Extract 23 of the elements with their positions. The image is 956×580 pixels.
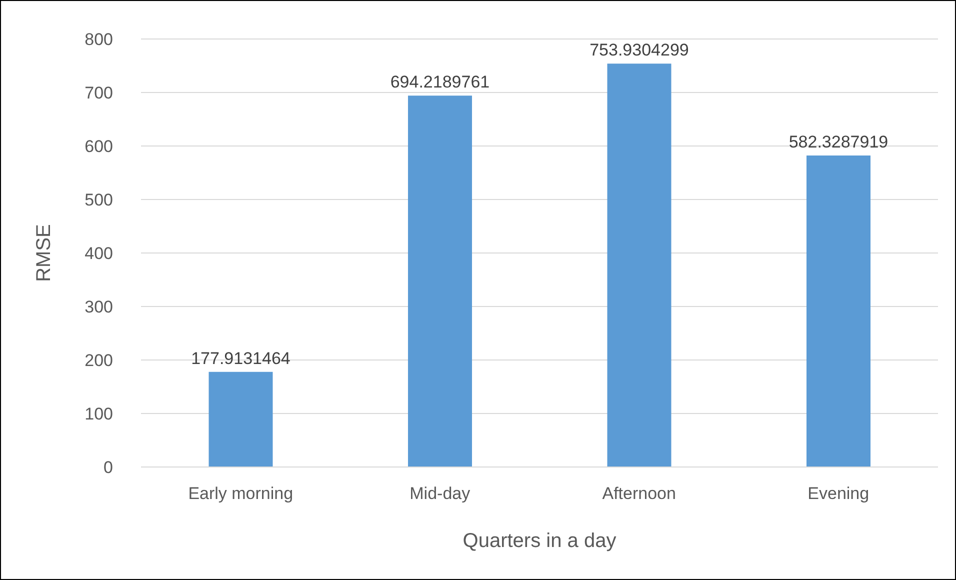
y-tick-label: 400: [84, 244, 113, 264]
x-tick-label: Mid-day: [410, 484, 471, 504]
x-axis-title: Quarters in a day: [462, 530, 616, 552]
bar: [408, 96, 472, 467]
y-tick-label: 500: [84, 190, 113, 210]
y-tick-label: 300: [84, 298, 113, 317]
y-tick-label: 100: [84, 404, 113, 424]
bar: [607, 64, 672, 467]
x-tick-label: Afternoon: [602, 484, 676, 504]
data-label: 582.3287919: [788, 132, 888, 152]
bar: [806, 155, 870, 467]
y-tick-label: 0: [104, 458, 113, 478]
data-label: 694.2189761: [390, 72, 490, 92]
y-tick-label: 600: [84, 137, 113, 156]
bar: [208, 372, 273, 467]
y-tick-label: 800: [84, 30, 113, 50]
x-tick-label: Early morning: [188, 484, 294, 504]
x-tick-label: Evening: [808, 484, 870, 504]
data-label: 753.9304299: [590, 40, 689, 60]
y-tick-label: 200: [84, 351, 113, 370]
data-label: 177.9131464: [191, 348, 290, 368]
y-tick-label: 700: [84, 84, 113, 103]
y-axis-title: RMSE: [33, 224, 56, 282]
